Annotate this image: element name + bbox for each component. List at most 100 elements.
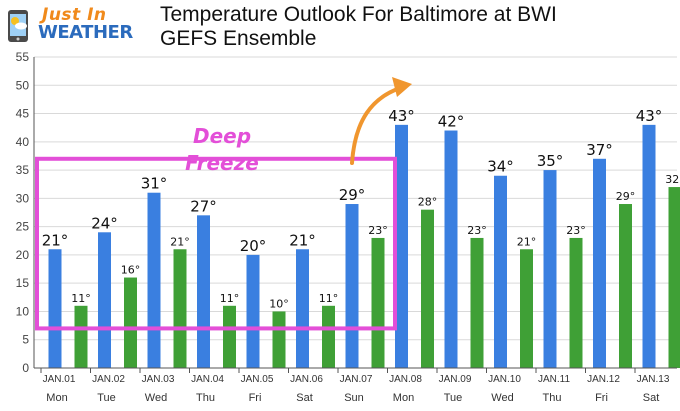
high-temp-label: 43° [388, 107, 415, 125]
high-temp-label: 20° [240, 237, 267, 255]
deep-freeze-box [35, 156, 397, 331]
high-temp-bar [444, 130, 458, 368]
x-weekday-label: Wed [145, 392, 167, 404]
x-weekday-label: Fri [249, 392, 262, 404]
low-temp-label: 11° [71, 292, 91, 305]
x-date-label: JAN.05 [241, 374, 274, 385]
low-temp-bar [371, 237, 385, 368]
x-date-label: JAN.11 [538, 374, 570, 385]
high-temp-bar [48, 249, 62, 368]
low-temp-bar [74, 305, 88, 368]
deep-freeze-label-line1: Deep [193, 124, 251, 148]
high-temp-bar [296, 249, 309, 368]
low-temp-label: 23° [566, 224, 586, 237]
y-tick-label: 0 [22, 361, 29, 375]
x-weekday-label: Tue [444, 392, 463, 404]
y-tick-label: 30 [16, 191, 30, 205]
y-tick-label: 10 [16, 304, 30, 318]
x-date-label: JAN.12 [587, 374, 620, 385]
trend-arrow-shaft [350, 86, 402, 165]
low-temp-label: 21° [170, 235, 190, 248]
high-temp-label: 21° [289, 231, 316, 249]
trend-arrow-head [392, 77, 412, 97]
high-temp-label: 31° [141, 175, 168, 193]
x-date-label: JAN.03 [142, 374, 175, 385]
high-temp-label: 27° [190, 197, 217, 215]
high-temp-bar [345, 204, 359, 368]
low-temp-bar [470, 237, 484, 368]
y-tick-label: 35 [16, 163, 30, 177]
y-tick-label: 15 [16, 276, 30, 290]
low-temp-bar [569, 237, 583, 368]
x-date-label: JAN.08 [389, 374, 422, 385]
high-temp-bar [98, 232, 111, 368]
low-temp-bar [223, 305, 236, 368]
axis-layer: 0 5 10 15 20 25 30 35 40 45 50 55 JAN.01 Mon JAN.02 Tue… [16, 50, 677, 404]
x-date-label: JAN.09 [439, 374, 472, 385]
high-temp-bar [494, 175, 507, 368]
x-date-label: JAN.10 [488, 374, 521, 385]
chart-title: Temperature Outlook For Baltimore at BWI [160, 3, 557, 26]
x-weekday-label: Fri [595, 392, 608, 404]
annotation-layer: Deep Freeze [35, 77, 412, 331]
bars-layer: 21° 11° 24° 16° 31° 21° 27° 11° 20° 10° 21° 11° 29° 2… [42, 107, 680, 368]
low-temp-bar [173, 249, 187, 368]
high-temp-label: 43° [636, 107, 663, 125]
x-weekday-label: Tue [97, 392, 116, 404]
just-in-weather-logo: Just In WEATHER [4, 4, 154, 48]
high-temp-bar [147, 192, 161, 368]
x-weekday-label: Sat [643, 392, 660, 404]
deep-freeze-label-line2: Freeze [185, 151, 259, 175]
high-temp-label: 29° [339, 186, 366, 204]
low-temp-label: 21° [517, 235, 537, 248]
x-weekday-label: Thu [543, 392, 562, 404]
y-tick-label: 20 [16, 248, 30, 262]
high-temp-label: 35° [537, 152, 564, 170]
low-temp-label: 10° [269, 297, 289, 310]
high-temp-bar [246, 254, 260, 368]
x-date-label: JAN.06 [290, 374, 323, 385]
low-temp-bar [124, 277, 137, 368]
low-temp-bar [619, 204, 632, 368]
low-temp-bar [421, 209, 434, 368]
low-temp-label: 23° [467, 224, 487, 237]
y-tick-label: 5 [22, 333, 29, 347]
phone-weather-icon [8, 10, 28, 42]
low-temp-label: 32° [665, 173, 680, 186]
y-tick-label: 50 [16, 78, 30, 92]
x-weekday-label: Sun [344, 392, 364, 404]
x-date-label: JAN.01 [43, 374, 76, 385]
low-temp-label: 11° [220, 292, 240, 305]
high-temp-label: 37° [586, 141, 613, 159]
low-temp-label: 29° [616, 190, 636, 203]
high-temp-label: 34° [487, 158, 514, 176]
y-tick-label: 25 [16, 220, 30, 234]
x-date-label: JAN.02 [92, 374, 125, 385]
high-temp-bar [197, 215, 210, 368]
high-temp-label: 42° [438, 113, 465, 131]
y-tick-label: 40 [16, 135, 30, 149]
x-date-label: JAN.04 [191, 374, 224, 385]
logo-line1: Just In [42, 5, 107, 25]
low-temp-label: 16° [121, 264, 141, 277]
x-date-label: JAN.13 [637, 374, 670, 385]
low-temp-bar [668, 187, 680, 368]
y-tick-label: 55 [16, 50, 30, 64]
low-temp-bar [272, 311, 286, 368]
x-weekday-label: Sat [296, 392, 313, 404]
low-temp-bar [322, 305, 335, 368]
high-temp-bar [543, 170, 557, 368]
high-temp-bar [593, 158, 606, 368]
y-tick-label: 45 [16, 107, 30, 121]
high-temp-bar [395, 124, 408, 368]
logo-line2: WEATHER [38, 22, 133, 43]
low-temp-label: 28° [418, 196, 438, 209]
x-weekday-label: Mon [393, 392, 414, 404]
x-weekday-label: Wed [491, 392, 513, 404]
x-date-label: JAN.07 [340, 374, 373, 385]
x-weekday-label: Mon [46, 392, 67, 404]
x-weekday-label: Thu [196, 392, 215, 404]
low-temp-label: 23° [368, 224, 388, 237]
high-temp-label: 24° [91, 214, 118, 232]
high-temp-bar [642, 124, 656, 368]
